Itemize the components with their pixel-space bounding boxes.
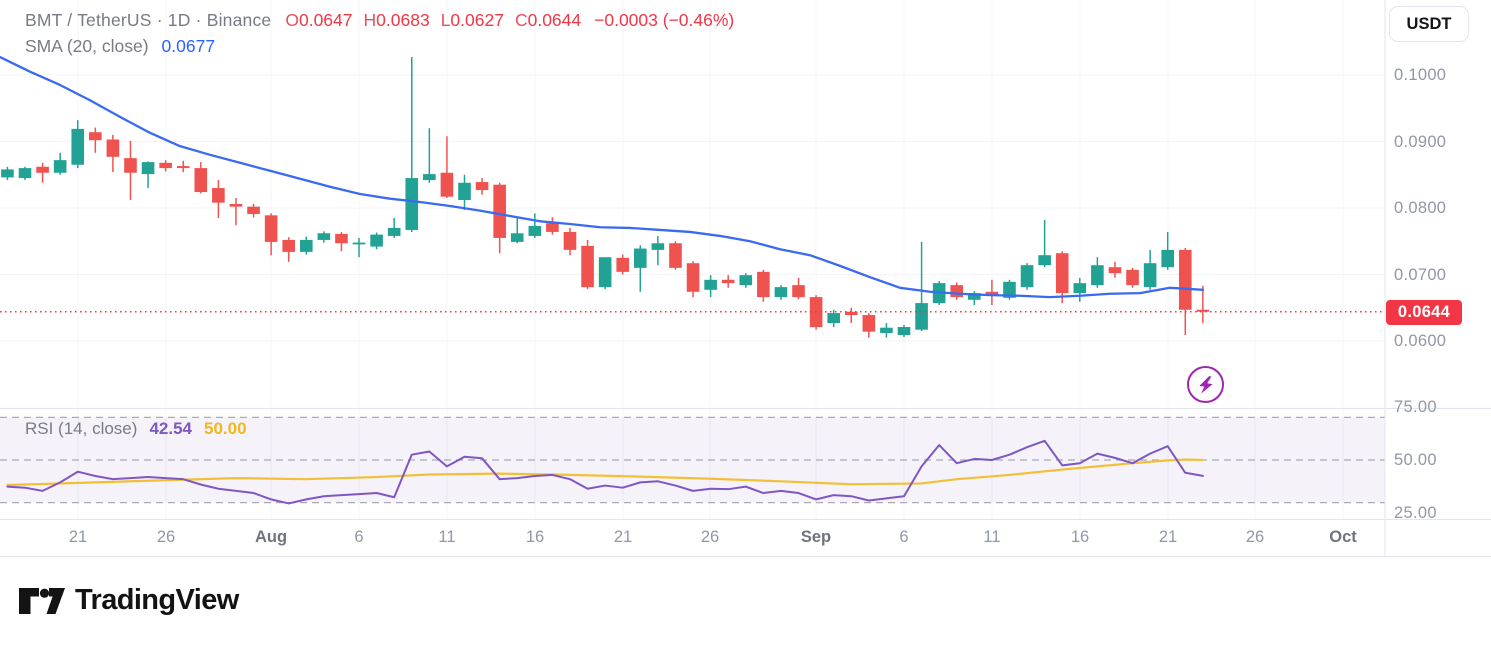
close-value: 0.0644: [527, 9, 582, 30]
open-value: 0.0647: [298, 9, 353, 30]
low-label: L: [440, 9, 451, 30]
sma-label: SMA (20, close): [25, 35, 149, 56]
instant-order-button[interactable]: [1187, 366, 1224, 403]
change-value: −0.0003 (−0.46%): [594, 9, 735, 30]
currency-toggle-button[interactable]: USDT: [1389, 6, 1469, 42]
symbol-title: BMT / TetherUS · 1D · Binance: [25, 9, 272, 30]
rsi-label: RSI (14, close): [25, 419, 138, 438]
sma-value: 0.0677: [161, 35, 216, 56]
tradingview-logo-icon: [19, 587, 65, 614]
tradingview-logo-text: TradingView: [75, 584, 239, 616]
open-label: O: [285, 9, 299, 30]
tradingview-logo[interactable]: TradingView: [19, 584, 239, 617]
close-field: C 0.0644: [515, 10, 581, 31]
sma-indicator-row[interactable]: SMA (20, close) 0.0677: [25, 33, 734, 59]
open-field: O 0.0647: [285, 10, 352, 31]
high-field: H 0.0683: [364, 10, 430, 31]
low-field: L 0.0627: [441, 10, 504, 31]
low-value: 0.0627: [450, 9, 504, 30]
rsi-ma-value: 50.00: [203, 419, 247, 438]
rsi-indicator-row[interactable]: RSI (14, close) 42.54 50.00: [25, 419, 247, 439]
rsi-value: 42.54: [149, 419, 192, 438]
ohlc-readout: O 0.0647 H 0.0683 L 0.0627 C 0.0644 −0.0003 …: [285, 10, 734, 31]
last-price-badge: 0.0644: [1386, 300, 1462, 325]
high-value: 0.0683: [376, 9, 430, 30]
lightning-icon: [1198, 375, 1213, 394]
close-label: C: [514, 9, 528, 30]
high-label: H: [363, 9, 377, 30]
